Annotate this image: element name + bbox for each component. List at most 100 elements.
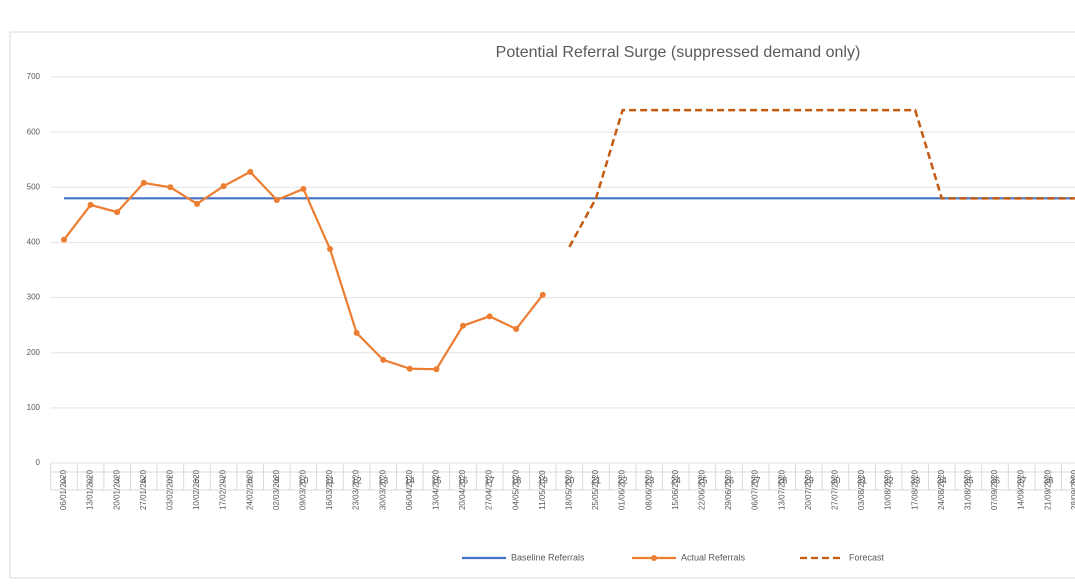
x-tick-label: 10 bbox=[298, 475, 308, 485]
x-date-label: 03/02/2020 bbox=[166, 469, 175, 510]
x-date-label: 24/08/2020 bbox=[937, 469, 946, 510]
x-tick-label: 38 bbox=[1043, 475, 1053, 485]
x-date-label: 01/06/2020 bbox=[618, 469, 627, 510]
y-tick-label: 600 bbox=[27, 127, 41, 136]
legend-label: Forecast bbox=[849, 552, 885, 562]
x-tick-label: 7 bbox=[221, 475, 226, 485]
x-tick-label: 24 bbox=[671, 475, 681, 485]
x-tick-label: 39 bbox=[1070, 475, 1075, 485]
x-date-label: 13/01/2020 bbox=[86, 469, 95, 510]
legend-marker bbox=[651, 555, 657, 561]
x-date-label: 24/02/2020 bbox=[245, 469, 254, 510]
x-tick-label: 22 bbox=[618, 475, 628, 485]
x-date-label: 17/02/2020 bbox=[219, 469, 228, 510]
x-tick-label: 30 bbox=[830, 475, 840, 485]
y-tick-label: 200 bbox=[27, 348, 41, 357]
x-date-label: 06/01/2020 bbox=[59, 469, 68, 510]
point bbox=[114, 209, 121, 216]
x-tick-label: 33 bbox=[910, 475, 920, 485]
x-date-label: 29/06/2020 bbox=[724, 469, 733, 510]
x-tick-label: 11 bbox=[325, 475, 334, 485]
x-tick-label: 13 bbox=[378, 475, 388, 485]
x-date-label: 16/03/2020 bbox=[325, 469, 334, 510]
point bbox=[247, 168, 254, 175]
x-date-label: 22/06/2020 bbox=[698, 469, 707, 510]
x-tick-label: 34 bbox=[937, 475, 947, 485]
point bbox=[61, 236, 67, 243]
x-date-label: 03/08/2020 bbox=[857, 469, 866, 510]
x-date-label: 10/02/2020 bbox=[192, 469, 201, 510]
x-tick-label: 5 bbox=[168, 475, 173, 485]
point bbox=[380, 356, 387, 363]
x-tick-label: 2 bbox=[88, 475, 93, 485]
legend-label: Actual Referrals bbox=[681, 552, 746, 562]
y-tick-label: 700 bbox=[27, 72, 41, 81]
y-tick-label: 300 bbox=[27, 293, 41, 302]
legend-label: Baseline Referrals bbox=[511, 552, 585, 562]
point bbox=[273, 196, 280, 203]
y-tick-label: 100 bbox=[27, 403, 41, 412]
x-tick-label: 21 bbox=[591, 475, 601, 485]
x-tick-label: 8 bbox=[248, 475, 253, 485]
x-tick-label: 9 bbox=[274, 475, 279, 485]
x-tick-label: 6 bbox=[194, 475, 199, 485]
x-tick-label: 18 bbox=[511, 475, 521, 485]
x-tick-label: 14 bbox=[405, 475, 415, 485]
x-date-label: 28/09/2020 bbox=[1070, 469, 1075, 510]
x-tick-label: 4 bbox=[141, 475, 146, 485]
x-tick-label: 25 bbox=[697, 475, 707, 485]
x-date-label: 11/05/2020 bbox=[538, 470, 547, 510]
point bbox=[220, 183, 227, 190]
point bbox=[194, 200, 200, 207]
point bbox=[87, 201, 94, 208]
x-date-label: 18/05/2020 bbox=[565, 469, 574, 510]
y-tick-label: 400 bbox=[27, 238, 41, 247]
x-tick-label: 29 bbox=[804, 475, 814, 485]
y-tick-label: 0 bbox=[36, 458, 41, 467]
x-tick-label: 16 bbox=[458, 475, 468, 485]
x-date-label: 30/03/2020 bbox=[378, 469, 387, 510]
x-date-label: 17/08/2020 bbox=[910, 469, 919, 510]
x-date-label: 04/05/2020 bbox=[511, 469, 520, 510]
point bbox=[406, 365, 413, 372]
point bbox=[167, 184, 174, 191]
x-tick-label: 19 bbox=[538, 475, 548, 485]
x-date-label: 27/04/2020 bbox=[485, 469, 494, 510]
x-date-label: 02/03/2020 bbox=[272, 469, 281, 510]
x-date-label: 20/07/2020 bbox=[804, 469, 813, 510]
point bbox=[327, 246, 333, 253]
x-tick-label: 37 bbox=[1017, 475, 1027, 485]
x-date-label: 06/07/2020 bbox=[751, 469, 760, 510]
chart-frame bbox=[9, 31, 1075, 579]
x-date-label: 23/03/2020 bbox=[352, 469, 361, 510]
x-tick-label: 3 bbox=[115, 475, 120, 485]
x-date-label: 07/09/2020 bbox=[990, 469, 999, 510]
x-tick-label: 36 bbox=[990, 475, 1000, 485]
x-tick-label: 26 bbox=[724, 475, 734, 485]
x-date-label: 25/05/2020 bbox=[591, 469, 600, 510]
x-tick-label: 31 bbox=[857, 475, 867, 485]
x-tick-label: 27 bbox=[751, 475, 761, 485]
point bbox=[513, 326, 520, 333]
x-date-label: 13/04/2020 bbox=[432, 469, 441, 510]
x-tick-label: 23 bbox=[644, 475, 654, 485]
x-tick-label: 35 bbox=[963, 475, 973, 485]
x-date-label: 21/09/2020 bbox=[1043, 469, 1052, 510]
x-date-label: 15/06/2020 bbox=[671, 469, 680, 510]
x-date-label: 31/08/2020 bbox=[964, 469, 973, 510]
x-date-label: 20/01/2020 bbox=[112, 469, 121, 510]
x-date-label: 09/03/2020 bbox=[299, 469, 308, 510]
x-tick-label: 17 bbox=[485, 475, 495, 485]
point bbox=[539, 291, 546, 298]
x-tick-label: 12 bbox=[352, 475, 362, 485]
x-date-label: 27/01/2020 bbox=[139, 469, 148, 510]
point bbox=[460, 322, 466, 329]
point bbox=[486, 313, 493, 320]
x-tick-label: 1 bbox=[61, 475, 66, 485]
x-date-label: 06/04/2020 bbox=[405, 469, 414, 510]
x-date-label: 10/08/2020 bbox=[884, 469, 893, 510]
chart-title: Potential Referral Surge (suppressed dem… bbox=[496, 44, 861, 61]
x-tick-label: 28 bbox=[777, 475, 787, 485]
x-date-label: 20/04/2020 bbox=[458, 469, 467, 510]
